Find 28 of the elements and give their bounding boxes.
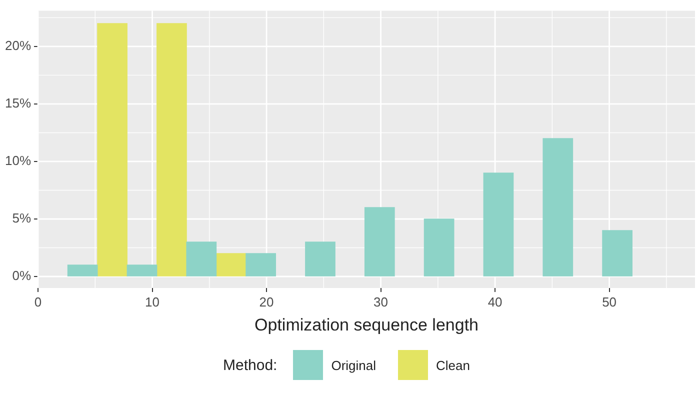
x-tick-label: 10 xyxy=(145,294,160,310)
y-tick-label: 20% xyxy=(4,38,32,54)
bar xyxy=(156,23,187,276)
legend-label: Original xyxy=(331,358,376,372)
bar xyxy=(186,242,217,276)
x-tick-label: 50 xyxy=(602,294,617,310)
x-tick-label: 40 xyxy=(488,294,502,310)
bar xyxy=(305,242,336,276)
bar xyxy=(483,172,514,276)
legend-label: Clean xyxy=(436,358,470,372)
x-axis-title: Optimization sequence length xyxy=(254,315,478,334)
bar xyxy=(246,253,276,276)
bar xyxy=(602,230,632,276)
bar xyxy=(97,23,128,276)
bar xyxy=(67,264,98,276)
y-tick-label: 10% xyxy=(4,153,32,168)
x-tick-label: 0 xyxy=(34,294,42,310)
bar xyxy=(424,218,454,276)
bar xyxy=(364,207,395,276)
legend-title: Method: xyxy=(223,356,278,374)
x-tick-label: 20 xyxy=(259,294,274,310)
y-tick-label: 15% xyxy=(4,96,32,111)
x-tick-label: 30 xyxy=(374,294,388,310)
bar xyxy=(216,253,246,276)
bar xyxy=(542,138,574,276)
y-tick-label: 0% xyxy=(12,268,32,284)
y-tick-label: 5% xyxy=(12,210,32,226)
bar xyxy=(126,264,158,276)
